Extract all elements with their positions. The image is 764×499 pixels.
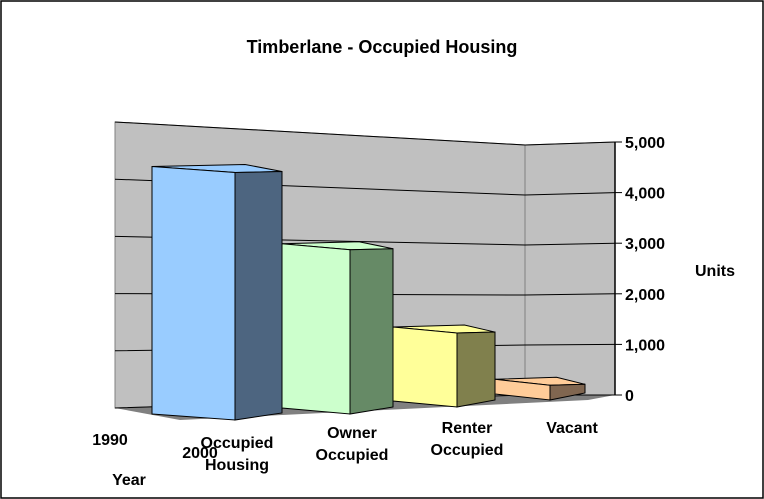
depth-label: 2000 — [182, 445, 218, 462]
bar — [392, 326, 458, 408]
bar-side — [549, 383, 586, 401]
bar-side — [456, 331, 496, 408]
side-wall — [524, 141, 616, 396]
bar — [281, 243, 351, 415]
y-tick-label: 2,000 — [625, 287, 665, 304]
chart-title: Timberlane - Occupied Housing — [247, 37, 518, 57]
x-tick-label: Owner Occupied — [315, 425, 389, 464]
y-tick-label: 1,000 — [625, 337, 665, 354]
x-tick-label: Vacant — [546, 420, 598, 437]
x-tick-label: Occupied Housing — [200, 435, 274, 474]
bar — [151, 165, 236, 421]
y-tick-label: 3,000 — [625, 236, 665, 253]
bar-side — [349, 248, 394, 415]
y-tick-label: 0 — [625, 388, 634, 405]
y-tick-label: 4,000 — [625, 186, 665, 203]
y-axis-title: Units — [695, 263, 735, 280]
x-axis-title: Year — [112, 472, 146, 489]
grid-line — [114, 121, 616, 146]
x-tick-label: Renter Occupied — [430, 420, 504, 459]
y-tick-label: 5,000 — [625, 135, 665, 152]
bar-side — [234, 170, 283, 421]
depth-label: 1990 — [92, 432, 128, 449]
